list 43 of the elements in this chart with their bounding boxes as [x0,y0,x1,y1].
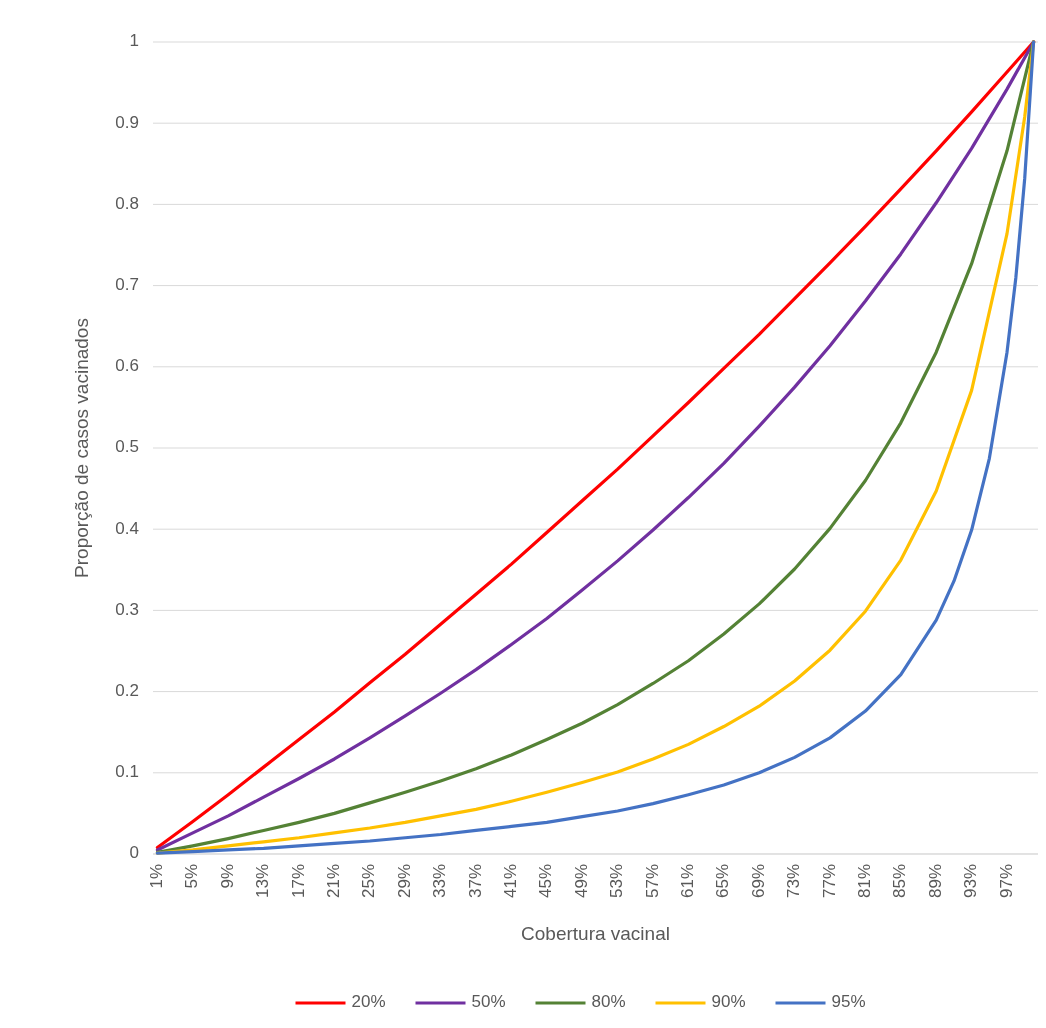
x-tick-label: 21% [323,864,343,899]
x-tick-label: 85% [890,864,910,899]
x-tick-label: 13% [253,864,273,899]
legend-label: 50% [471,992,506,1012]
y-tick-label: 0.2 [115,681,139,701]
legend-label: 95% [831,992,866,1012]
x-tick-label: 65% [713,864,733,899]
x-tick-label: 57% [642,864,662,899]
y-tick-label: 0.7 [115,275,139,295]
x-tick-label: 53% [607,864,627,899]
x-tick-label: 9% [217,864,237,889]
x-tick-label: 69% [748,864,768,899]
y-tick-label: 0.3 [115,599,139,619]
x-tick-label: 41% [500,864,520,899]
x-tick-label: 77% [819,864,839,899]
x-tick-label: 73% [784,864,804,899]
x-tick-label: 49% [571,864,591,899]
legend-label: 80% [591,992,626,1012]
x-tick-label: 81% [854,864,874,899]
y-tick-label: 0 [129,843,139,863]
x-tick-label: 97% [996,864,1016,899]
x-tick-label: 1% [146,864,166,889]
x-tick-label: 25% [359,864,379,899]
y-tick-label: 1 [129,31,139,51]
x-tick-label: 37% [465,864,485,899]
y-tick-label: 0.8 [115,193,139,213]
legend-label: 90% [711,992,746,1012]
y-tick-label: 0.4 [115,518,139,538]
x-tick-label: 61% [677,864,697,899]
x-tick-label: 93% [961,864,981,899]
y-tick-label: 0.5 [115,437,139,457]
y-tick-label: 0.1 [115,762,139,782]
x-axis-title: Cobertura vacinal [521,923,670,944]
y-axis-title: Proporção de casos vacinados [71,318,92,578]
x-tick-label: 5% [182,864,202,889]
x-tick-label: 45% [536,864,556,899]
x-tick-label: 17% [288,864,308,899]
y-tick-label: 0.6 [115,356,139,376]
legend-label: 20% [351,992,386,1012]
x-tick-label: 33% [430,864,450,899]
x-tick-label: 89% [925,864,945,899]
x-tick-label: 29% [394,864,414,899]
y-tick-label: 0.9 [115,112,139,132]
